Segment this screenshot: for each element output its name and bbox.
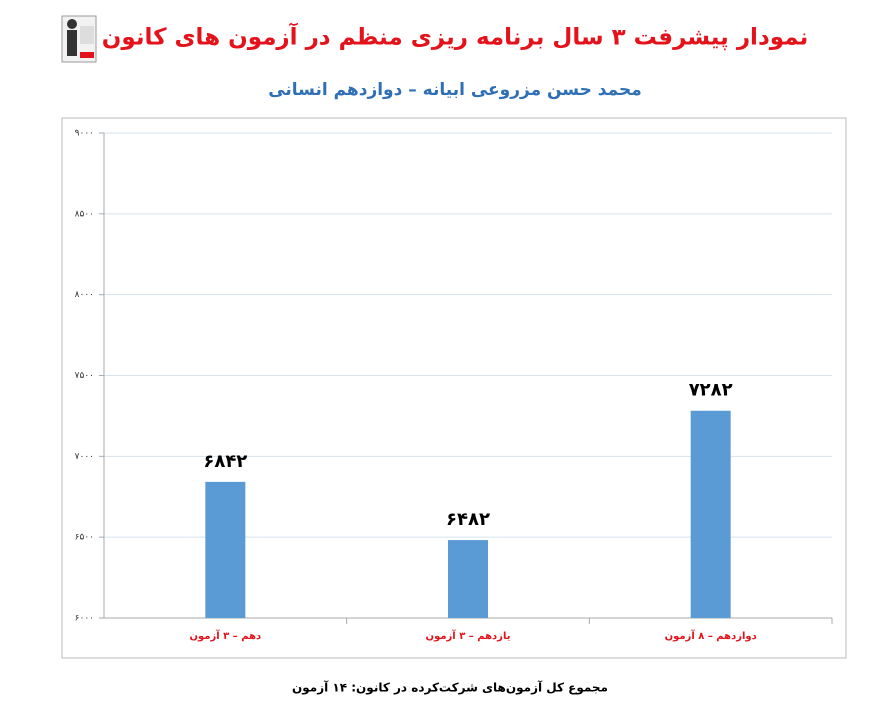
logo (61, 15, 97, 63)
y-tick-label: ۶۵۰۰ (75, 533, 94, 543)
x-tick-label: یازدهم – ۳ آزمون (426, 629, 511, 642)
data-label: ۶۴۸۲ (446, 509, 490, 530)
bar (448, 540, 488, 618)
bar (690, 410, 731, 618)
x-tick-label: دوازدهم – ۸ آزمون (665, 629, 757, 642)
data-label: ۶۸۴۲ (203, 451, 247, 472)
y-tick-label: ۹۰۰۰ (75, 129, 94, 139)
y-tick-label: ۷۰۰۰ (75, 452, 94, 462)
data-label: ۷۲۸۲ (689, 380, 733, 401)
y-tick-label: ۸۵۰۰ (75, 209, 94, 219)
y-tick-label: ۸۰۰۰ (75, 290, 94, 300)
x-tick-label: دهم – ۳ آزمون (190, 629, 262, 642)
y-tick-label: ۷۵۰۰ (75, 371, 94, 381)
chart-subtitle: محمد حسن مزروعی ابیانه – دوازدهم انسانی (268, 80, 642, 100)
bar (205, 481, 246, 618)
y-tick-label: ۶۰۰۰ (75, 614, 94, 624)
footnote: مجموع کل آزمون‌های شرکت‌کرده در کانون: ۱… (292, 680, 608, 696)
chart-title: نمودار پیشرفت ۳ سال برنامه ریزی منظم در … (102, 22, 808, 51)
